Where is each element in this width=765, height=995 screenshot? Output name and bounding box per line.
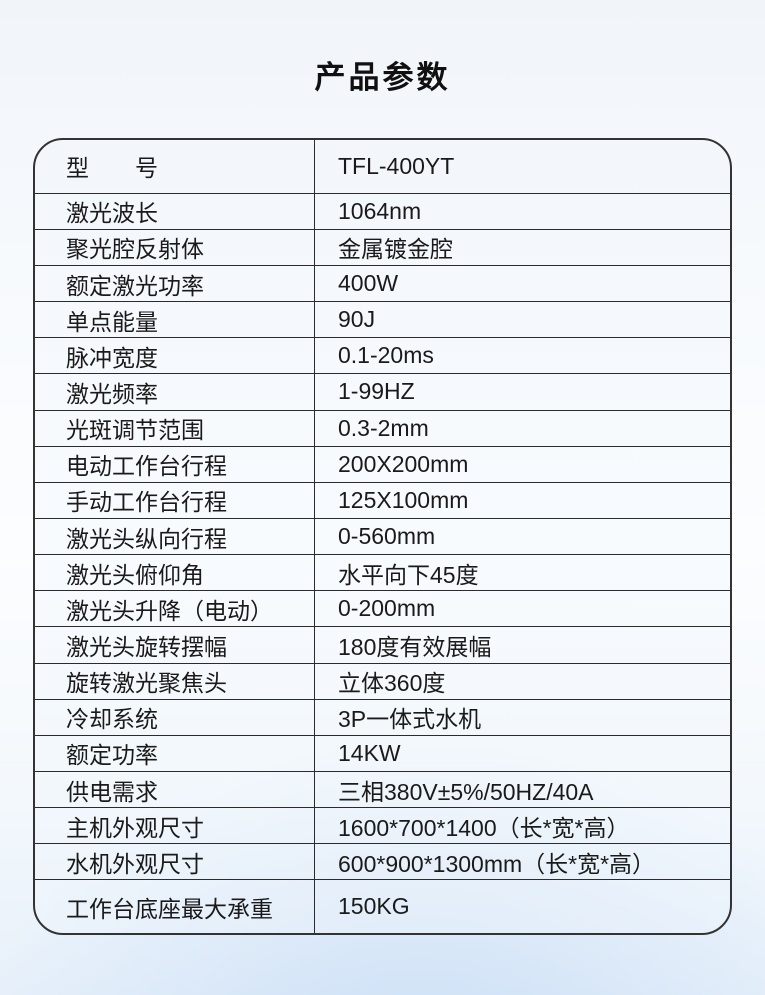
spec-label: 激光频率 [35, 374, 315, 410]
spec-label: 旋转激光聚焦头 [35, 663, 315, 699]
spec-value: 0-560mm [338, 523, 436, 550]
spec-value: 1-99HZ [338, 378, 415, 405]
spec-label: 工作台底座最大承重 [35, 880, 315, 933]
spec-value: 0.1-20ms [338, 342, 434, 369]
table-row: 工作台底座最大承重 150KG [35, 880, 730, 933]
spec-value: 400W [338, 270, 399, 297]
table-row: 型 号 TFL-400YT [35, 140, 730, 194]
spec-label: 手动工作台行程 [35, 482, 315, 518]
spec-label: 额定功率 [35, 735, 315, 771]
spec-label: 激光头旋转摆幅 [35, 627, 315, 663]
spec-value: 三相380V±5%/50HZ/40A [338, 778, 594, 805]
spec-value: 600*900*1300mm（长*宽*高） [338, 850, 656, 877]
table-row: 供电需求 三相380V±5%/50HZ/40A [35, 771, 730, 809]
product-spec-table: 型 号 TFL-400YT 激光波长 1064nm 聚光腔反射体 金属镀金腔 额… [33, 138, 732, 935]
spec-value: 1064nm [338, 197, 422, 224]
spec-value: TFL-400YT [338, 152, 455, 179]
table-row: 额定功率 14KW [35, 735, 730, 772]
spec-value: 水平向下45度 [338, 561, 479, 588]
spec-label: 水机外观尺寸 [35, 844, 315, 880]
table-row: 主机外观尺寸 1600*700*1400（长*宽*高） [35, 808, 730, 845]
table-row: 激光波长 1064nm [35, 193, 730, 230]
spec-value: 金属镀金腔 [338, 236, 453, 263]
spec-value: 3P一体式水机 [338, 706, 482, 733]
table-row: 脉冲宽度 0.1-20ms [35, 338, 730, 375]
spec-value: 125X100mm [338, 486, 469, 513]
spec-label: 型 号 [35, 140, 315, 193]
table-row: 冷却系统 3P一体式水机 [35, 699, 730, 736]
spec-value: 14KW [338, 739, 401, 766]
table-row: 手动工作台行程 125X100mm [35, 482, 730, 519]
spec-value: 立体360度 [338, 670, 446, 697]
table-row: 旋转激光聚焦头 立体360度 [35, 663, 730, 700]
spec-label: 供电需求 [35, 771, 315, 808]
spec-label: 单点能量 [35, 302, 315, 338]
spec-value: 200X200mm [338, 450, 469, 477]
spec-value: 90J [338, 306, 376, 333]
spec-value: 180度有效展幅 [338, 633, 492, 660]
spec-label: 主机外观尺寸 [35, 808, 315, 844]
table-row: 电动工作台行程 200X200mm [35, 446, 730, 483]
spec-label: 光斑调节范围 [35, 410, 315, 446]
spec-label: 激光波长 [35, 193, 315, 229]
spec-label: 额定激光功率 [35, 265, 315, 302]
table-row: 额定激光功率 400W [35, 265, 730, 303]
spec-label: 激光头升降（电动） [35, 591, 315, 627]
spec-label: 激光头纵向行程 [35, 518, 315, 555]
table-row: 聚光腔反射体 金属镀金腔 [35, 229, 730, 266]
page-title: 产品参数 [314, 60, 451, 95]
spec-label: 电动工作台行程 [35, 446, 315, 482]
spec-value: 1600*700*1400（长*宽*高） [338, 814, 630, 841]
spec-label: 激光头俯仰角 [35, 555, 315, 591]
spec-value: 0.3-2mm [338, 414, 429, 441]
table-row: 水机外观尺寸 600*900*1300mm（长*宽*高） [35, 844, 730, 881]
table-row: 激光头升降（电动） 0-200mm [35, 591, 730, 628]
table-row: 激光头纵向行程 0-560mm [35, 518, 730, 556]
spec-value: 0-200mm [338, 595, 436, 622]
table-row: 单点能量 90J [35, 302, 730, 339]
table-row: 激光频率 1-99HZ [35, 374, 730, 411]
spec-label: 冷却系统 [35, 699, 315, 735]
spec-value: 150KG [338, 893, 410, 920]
table-row: 光斑调节范围 0.3-2mm [35, 410, 730, 447]
table-row: 激光头旋转摆幅 180度有效展幅 [35, 627, 730, 664]
spec-label: 聚光腔反射体 [35, 229, 315, 265]
table-row: 激光头俯仰角 水平向下45度 [35, 555, 730, 592]
spec-label: 脉冲宽度 [35, 338, 315, 374]
